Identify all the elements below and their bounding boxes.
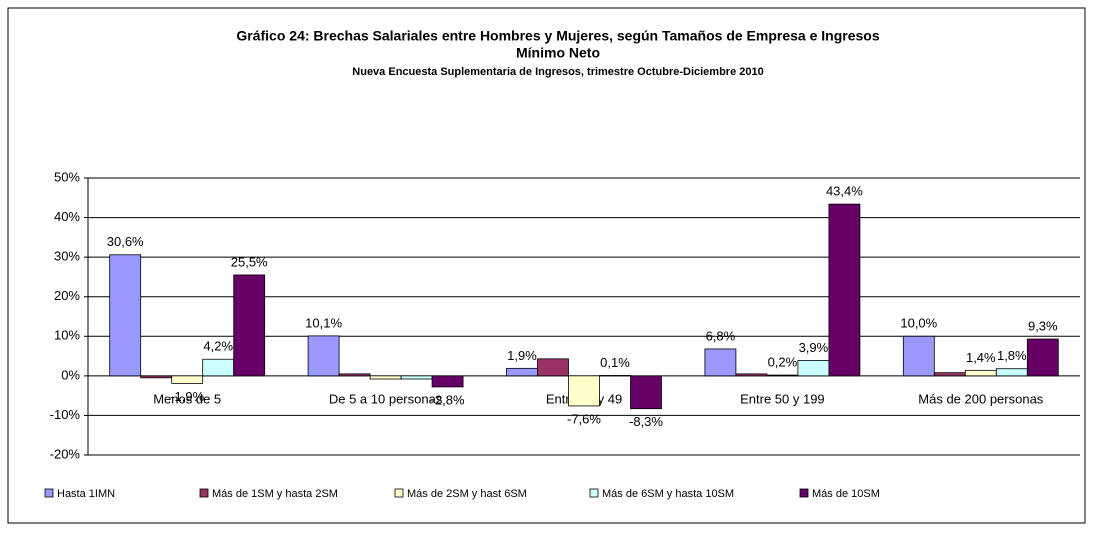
chart-title: Mínimo Neto xyxy=(516,45,600,61)
y-tick-label: 20% xyxy=(54,288,80,303)
data-label: 0,1% xyxy=(600,355,630,370)
legend-label: Más de 6SM y hasta 10SM xyxy=(602,488,734,500)
x-tick-label: Más de 200 personas xyxy=(918,391,1044,406)
data-label: 4,2% xyxy=(203,339,233,354)
legend-swatch xyxy=(800,489,808,497)
bar xyxy=(141,376,172,378)
bar xyxy=(110,255,141,376)
data-label: 6,8% xyxy=(706,328,736,343)
bar xyxy=(569,376,600,406)
legend-swatch xyxy=(590,489,598,497)
legend-swatch xyxy=(45,489,53,497)
y-tick-label: 30% xyxy=(54,249,80,264)
data-label: 1,8% xyxy=(997,348,1027,363)
bar xyxy=(934,373,965,376)
bar xyxy=(370,376,401,379)
data-label: -8,3% xyxy=(629,414,663,429)
data-label: -2,8% xyxy=(431,392,465,407)
legend-swatch xyxy=(200,489,208,497)
bar xyxy=(798,360,829,375)
x-tick-label: Entre 50 y 199 xyxy=(740,391,825,406)
legend-swatch xyxy=(395,489,403,497)
y-tick-label: -20% xyxy=(50,446,81,461)
bar xyxy=(631,376,662,409)
y-tick-label: 40% xyxy=(54,209,80,224)
bar xyxy=(401,376,432,379)
data-label: 1,4% xyxy=(966,350,996,365)
bar xyxy=(965,370,996,376)
data-label: -1,9% xyxy=(170,389,204,404)
data-label: 10,0% xyxy=(900,316,937,331)
y-tick-label: -10% xyxy=(50,407,81,422)
data-label: 30,6% xyxy=(107,234,144,249)
data-label: -7,6% xyxy=(567,411,601,426)
legend-label: Más de 10SM xyxy=(812,488,880,500)
bar xyxy=(996,369,1027,376)
y-tick-label: 10% xyxy=(54,328,80,343)
bar xyxy=(339,374,370,376)
legend-label: Hasta 1IMN xyxy=(57,488,115,500)
bar xyxy=(538,359,569,376)
y-tick-label: 0% xyxy=(61,367,80,382)
chart-title: Gráfico 24: Brechas Salariales entre Hom… xyxy=(236,28,879,44)
bar xyxy=(172,376,203,384)
data-label: 10,1% xyxy=(305,315,342,330)
bar xyxy=(829,204,860,376)
bar xyxy=(203,359,234,376)
bar xyxy=(736,374,767,376)
x-tick-label: De 5 a 10 personas xyxy=(329,391,443,406)
bar xyxy=(767,375,798,376)
bar xyxy=(432,376,463,387)
legend-label: Más de 1SM y hasta 2SM xyxy=(212,488,338,500)
data-label: 43,4% xyxy=(826,184,863,199)
chart-subtitle: Nueva Encuesta Suplementaria de Ingresos… xyxy=(352,66,763,78)
bar xyxy=(308,336,339,376)
chart-border xyxy=(8,8,1085,523)
data-label: 3,9% xyxy=(799,340,829,355)
legend-label: Más de 2SM y hast 6SM xyxy=(407,488,527,500)
bar xyxy=(507,368,538,376)
y-tick-label: 50% xyxy=(54,169,80,184)
data-label: 25,5% xyxy=(231,254,268,269)
bar xyxy=(234,275,265,376)
bar xyxy=(1027,339,1058,376)
data-label: 1,9% xyxy=(507,348,537,363)
data-label: 9,3% xyxy=(1028,318,1058,333)
bar xyxy=(705,349,736,376)
data-label: 0,2% xyxy=(768,355,798,370)
bar xyxy=(903,336,934,376)
